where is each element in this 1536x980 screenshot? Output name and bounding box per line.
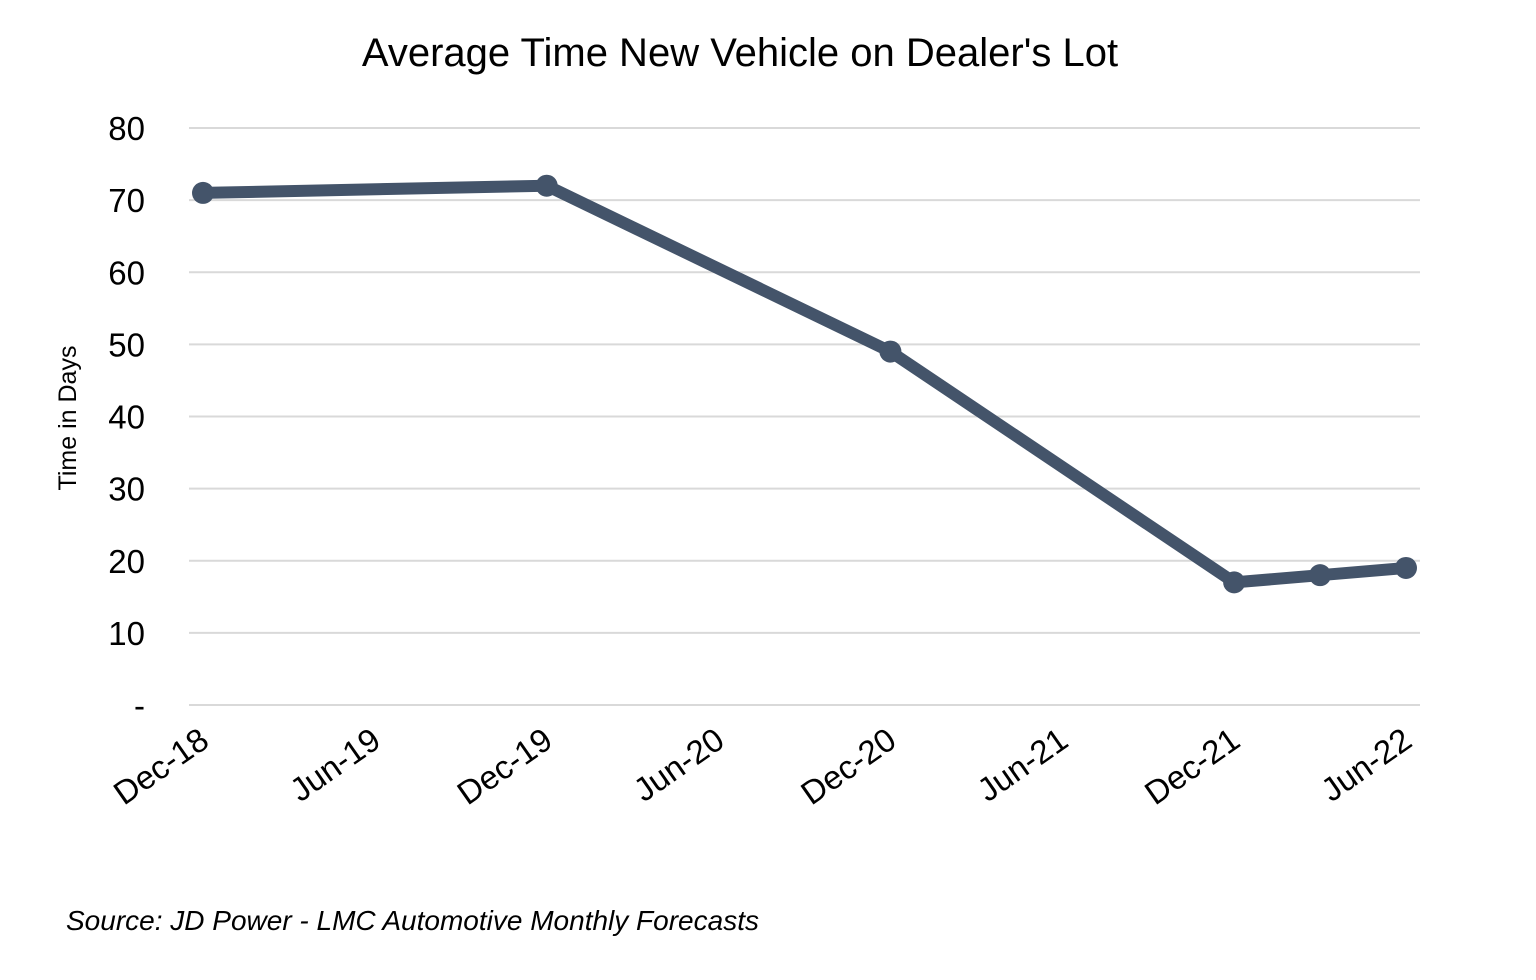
data-point-marker <box>1223 571 1246 594</box>
data-point-marker <box>1395 556 1417 579</box>
y-tick-label: 80 <box>108 110 145 147</box>
data-point-marker <box>1309 564 1332 587</box>
x-tick-label: Dec-21 <box>1138 720 1246 811</box>
y-tick-label: - <box>134 687 145 724</box>
x-tick-label: Dec-20 <box>794 720 902 811</box>
y-tick-label: 20 <box>108 543 145 580</box>
y-tick-label: 30 <box>108 471 145 508</box>
y-tick-label: 40 <box>108 399 145 436</box>
x-tick-label: Jun-19 <box>283 720 387 808</box>
data-point-marker <box>879 340 902 363</box>
x-tick-label: Jun-20 <box>627 720 731 808</box>
x-tick-label: Jun-21 <box>970 720 1074 808</box>
x-tick-label: Dec-18 <box>107 720 215 811</box>
y-tick-label: 60 <box>108 254 145 291</box>
y-tick-label: 10 <box>108 615 145 652</box>
chart-title: Average Time New Vehicle on Dealer's Lot <box>362 31 1118 75</box>
data-point-marker <box>192 181 214 204</box>
series-line <box>202 179 1407 589</box>
source-note: Source: JD Power - LMC Automotive Monthl… <box>66 905 759 936</box>
y-axis-label: Time in Days <box>54 346 82 491</box>
data-point-marker <box>535 174 558 197</box>
y-tick-label: 50 <box>108 326 145 363</box>
x-tick-label: Dec-19 <box>450 720 558 811</box>
x-tick-label: Jun-22 <box>1314 720 1418 808</box>
y-tick-label: 70 <box>108 182 145 219</box>
